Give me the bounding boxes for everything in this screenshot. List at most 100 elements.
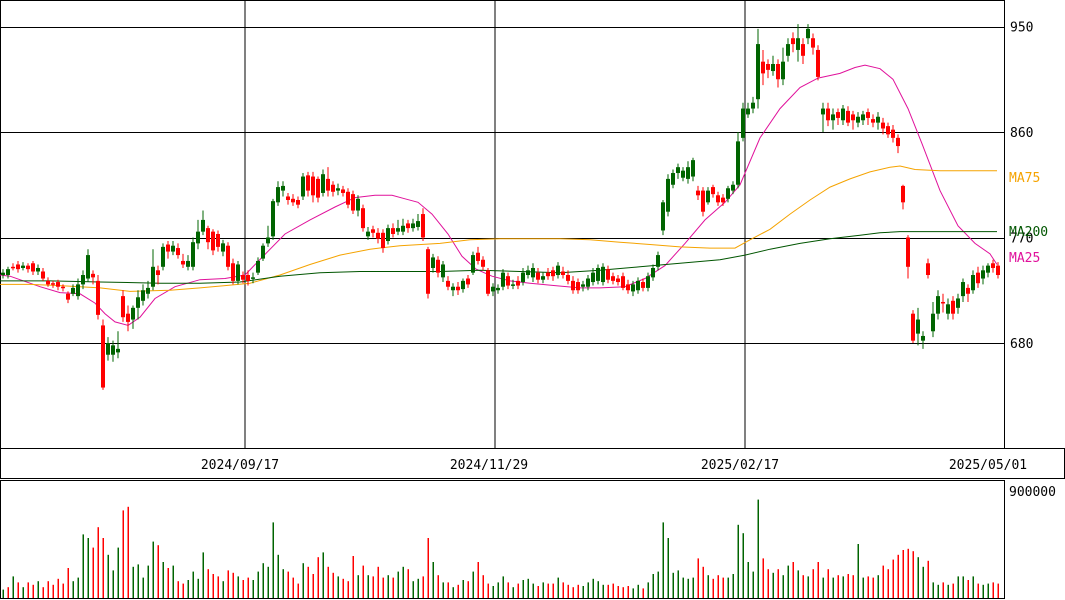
candle-body [481,259,485,267]
volume-bar [782,575,784,598]
candle [666,174,670,217]
candle-body [526,270,530,276]
candle [766,59,770,79]
candle-body [551,270,555,277]
candle [611,272,615,285]
candle [56,279,60,291]
volume-bar [32,584,34,598]
candle [771,55,775,76]
candle-body [566,275,570,281]
candle [791,32,795,53]
volume-bar [587,582,589,598]
candle-body [856,116,860,123]
candle [781,47,785,86]
volume-bar [312,574,314,598]
candle [926,258,930,279]
volume-bar [382,577,384,598]
candle [406,219,410,233]
candle [871,114,875,128]
candle-body [781,61,785,80]
volume-bar [622,587,624,598]
candle-body [711,187,715,195]
volume-bar [532,583,534,598]
candle [961,278,965,302]
candle [201,210,205,236]
volume-bar [892,559,894,598]
candle [906,235,910,279]
candle-body [386,228,390,242]
candle [556,262,560,279]
volume-bar [612,583,614,598]
candle-body [956,298,960,308]
candle [51,280,55,288]
candle-body [186,260,190,267]
volume-bar [902,550,904,598]
candle [456,282,460,295]
volume-bar [847,574,849,598]
volume-bar [647,582,649,598]
volume-bar [717,575,719,598]
candle [341,185,345,197]
price-tick-label: 680 [1010,337,1033,352]
candle-body [586,278,590,287]
volume-bar [452,587,454,598]
volume-bar [302,563,304,598]
candle [311,171,315,203]
volume-bar [472,571,474,598]
candle-body [351,194,355,211]
candle-body [371,229,375,233]
volume-bar [857,544,859,598]
candle [816,45,820,81]
candle-body [216,233,220,247]
candle [16,260,20,273]
candle-body [91,273,95,278]
volume-bar [567,584,569,598]
candle [31,260,35,276]
volume-bar [182,583,184,598]
candle [166,241,170,259]
candle [301,173,305,200]
candle-body [621,276,625,288]
candle-body [866,112,870,118]
volume-bar [232,572,234,598]
candle-body [276,187,280,203]
candle-body [541,276,545,280]
volume-bar [907,548,909,598]
candle [566,270,570,285]
volume-bar [487,583,489,598]
candle-body [41,271,45,279]
candle-body [636,280,640,291]
candle-body [191,242,195,267]
candle [386,224,390,245]
candle-body [411,223,415,229]
candle [361,204,365,232]
candle-body [996,265,1000,276]
volume-bar [197,578,199,598]
volume-bar [502,576,504,598]
volume-bar [442,582,444,598]
volume-bar [872,577,874,598]
candle [981,265,985,285]
volume-bar [842,576,844,598]
candle [976,266,980,288]
volume-bar [897,554,899,598]
candle-body [416,221,420,227]
candle-body [171,245,175,252]
candle-body [686,167,690,179]
volume-bar [827,569,829,598]
volume-bar [47,581,49,598]
candle [936,290,940,320]
candle-body [916,319,920,334]
candle [706,187,710,205]
candle-body [341,189,345,193]
volume-bar [52,584,54,598]
volume-bar [307,566,309,598]
volume-bar [392,577,394,598]
candle [351,190,355,215]
candle [921,331,925,349]
candle [811,33,815,55]
candle [601,263,605,286]
candle [326,167,330,197]
volume-bar [367,575,369,598]
candle-body [701,190,705,212]
